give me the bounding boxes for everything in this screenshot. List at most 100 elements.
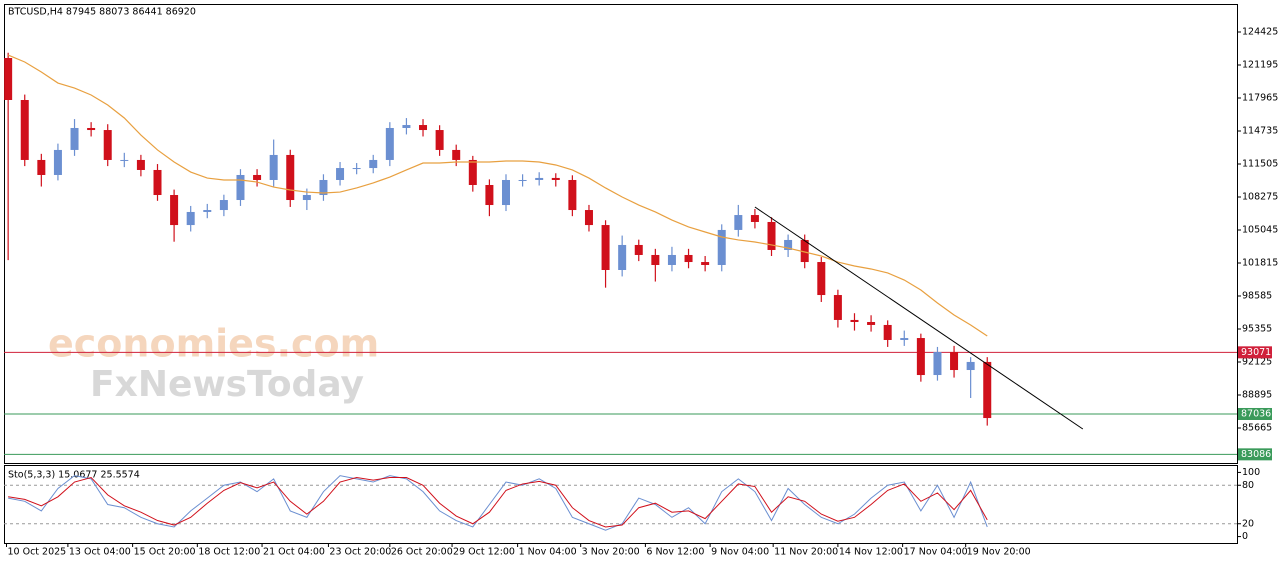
oscillator-label: Sto(5,3,3) 15.0677 25.5574 (8, 470, 140, 481)
candle-body (369, 159, 378, 169)
x-tick-label: 29 Oct 12:00 (453, 547, 515, 558)
candle-body (750, 215, 759, 222)
moving-average (7, 54, 988, 337)
x-tick-label: 15 Oct 20:00 (134, 547, 196, 558)
candle-body (219, 200, 228, 211)
candle-body (87, 127, 96, 131)
y-tick-label: 88895 (1242, 389, 1272, 400)
candle-body (352, 168, 361, 170)
x-tick-label: 13 Oct 04:00 (69, 547, 131, 558)
candle-body (501, 179, 510, 206)
x-tick-label: 3 Nov 20:00 (582, 547, 640, 558)
candle-body (551, 177, 560, 180)
y-tick-label: 92125 (1242, 356, 1272, 367)
candle-body (900, 338, 909, 340)
candle-body (136, 159, 145, 170)
candle-body (186, 211, 195, 226)
candle-body (385, 127, 394, 160)
candle-body (535, 177, 544, 180)
candle-body (236, 174, 245, 201)
candle-body (784, 239, 793, 250)
candle-body (37, 159, 46, 175)
candle-body (568, 179, 577, 211)
trendline (754, 206, 1084, 430)
candle-body (833, 295, 842, 320)
y-tick-label: 95355 (1242, 323, 1272, 334)
candle-body (916, 338, 925, 376)
candle-body (253, 174, 262, 180)
oscillator-line (8, 476, 988, 528)
candle-body (53, 149, 62, 175)
oscillator-tick-label: 0 (1242, 531, 1248, 542)
candle-body (20, 99, 29, 160)
oscillator-line (8, 475, 988, 531)
candle-body (485, 184, 494, 206)
x-tick-label: 19 Nov 20:00 (967, 547, 1031, 558)
candle-body (850, 319, 859, 323)
candle-body (584, 210, 593, 226)
price-tag (1238, 448, 1272, 461)
x-tick-label: 21 Oct 04:00 (263, 547, 325, 558)
watermark: economies.com (48, 322, 379, 366)
candle-body (883, 324, 892, 340)
candle-body (170, 195, 179, 226)
y-tick-label: 85665 (1242, 422, 1272, 433)
candle-body (4, 58, 13, 100)
oscillator-panel (4, 465, 1238, 544)
x-tick-label: 11 Nov 20:00 (774, 547, 838, 558)
candle-body (518, 179, 527, 181)
candle-body (402, 125, 411, 128)
oscillator-tick-label: 100 (1242, 467, 1260, 478)
y-tick-label: 124425 (1242, 27, 1278, 38)
candle-body (203, 210, 212, 212)
candle-body (950, 352, 959, 371)
candle-body (667, 254, 676, 265)
candle-body (684, 254, 693, 263)
main-panel (4, 4, 1238, 464)
candle-body (435, 130, 444, 150)
x-tick-label: 18 Oct 12:00 (198, 547, 260, 558)
candle-body (336, 168, 345, 180)
candle-body (452, 149, 461, 160)
candle-body (867, 322, 876, 325)
chart-title: BTCUSD,H4 87945 88073 86441 86920 (8, 7, 196, 18)
candle-body (800, 239, 809, 263)
candle-body (983, 361, 992, 419)
candle-body (767, 221, 776, 250)
candle-body (468, 159, 477, 185)
candle-body (701, 262, 710, 265)
candle-body (419, 125, 428, 131)
candle-body (717, 229, 726, 265)
candle-body (103, 130, 112, 160)
candle-body (651, 254, 660, 265)
oscillator-tick-label: 20 (1242, 518, 1254, 529)
candle-body (817, 262, 826, 296)
candle-body (933, 352, 942, 376)
oscillator-tick-label: 80 (1242, 480, 1254, 491)
candle-body (120, 159, 129, 161)
watermark: FxNewsToday (90, 364, 364, 405)
candle-body (601, 225, 610, 270)
x-tick-label: 6 Nov 12:00 (646, 547, 704, 558)
x-tick-label: 17 Nov 04:00 (904, 547, 968, 558)
candle-body (319, 179, 328, 196)
candle-body (286, 154, 295, 201)
y-tick-label: 108275 (1242, 192, 1278, 203)
x-tick-label: 10 Oct 2025 (7, 547, 66, 558)
x-tick-label: 14 Nov 12:00 (839, 547, 903, 558)
candle-body (70, 127, 79, 150)
candle-body (966, 361, 975, 371)
x-tick-label: 26 Oct 20:00 (391, 547, 453, 558)
y-tick-label: 98585 (1242, 290, 1272, 301)
candle-body (269, 154, 278, 180)
y-tick-label: 105045 (1242, 225, 1278, 236)
candle-body (302, 195, 311, 201)
y-tick-label: 117965 (1242, 93, 1278, 104)
y-tick-label: 121195 (1242, 60, 1278, 71)
price-tag-label: 87036 (1241, 408, 1271, 419)
candle-body (634, 244, 643, 255)
y-tick-label: 101815 (1242, 258, 1278, 269)
candle-body (618, 244, 627, 270)
